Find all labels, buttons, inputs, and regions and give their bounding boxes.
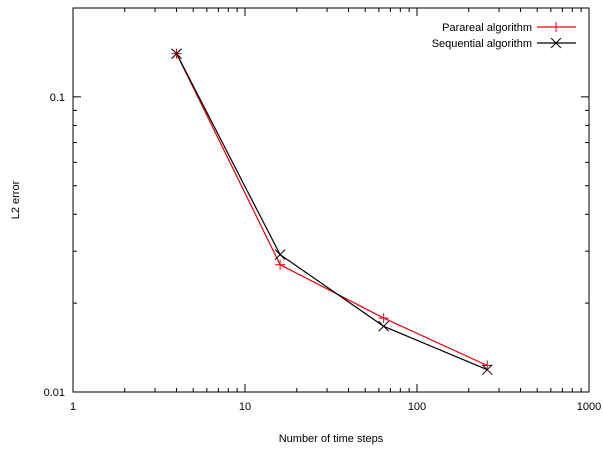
x-tick-label: 10	[239, 401, 251, 413]
legend-marker-parareal-algorithm	[551, 22, 561, 32]
y-axis-title: L2 error	[10, 180, 22, 219]
series-layer	[171, 48, 493, 376]
legend-label-sequential-algorithm: Sequential algorithm	[432, 38, 532, 50]
plot-frame	[72, 7, 590, 393]
y-tick-label: 0.01	[44, 387, 65, 399]
x-tick-label: 1000	[577, 401, 601, 413]
series-line-sequential-algorithm	[176, 53, 488, 371]
legend-marker-sequential-algorithm	[550, 37, 562, 49]
series-line-parareal-algorithm	[176, 53, 488, 367]
legend-label-parareal-algorithm: Parareal algorithm	[442, 22, 532, 34]
data-point-sequential-algorithm	[171, 48, 182, 60]
data-point-sequential-algorithm	[481, 364, 493, 376]
data-point-sequential-algorithm	[378, 320, 390, 332]
legend: Parareal algorithm Sequential algorithm	[432, 22, 576, 50]
data-point-sequential-algorithm	[274, 249, 286, 260]
data-point-parareal-algorithm	[275, 259, 286, 270]
y-tick-label: 0.1	[50, 92, 65, 104]
data-point-parareal-algorithm	[482, 360, 493, 371]
ticks: 1 10 100 1000 0.01 0.1	[44, 7, 601, 413]
data-point-parareal-algorithm	[378, 313, 389, 324]
x-tick-label: 100	[408, 401, 426, 413]
x-axis-title: Number of time steps	[279, 433, 384, 445]
x-tick-label: 1	[70, 401, 76, 413]
